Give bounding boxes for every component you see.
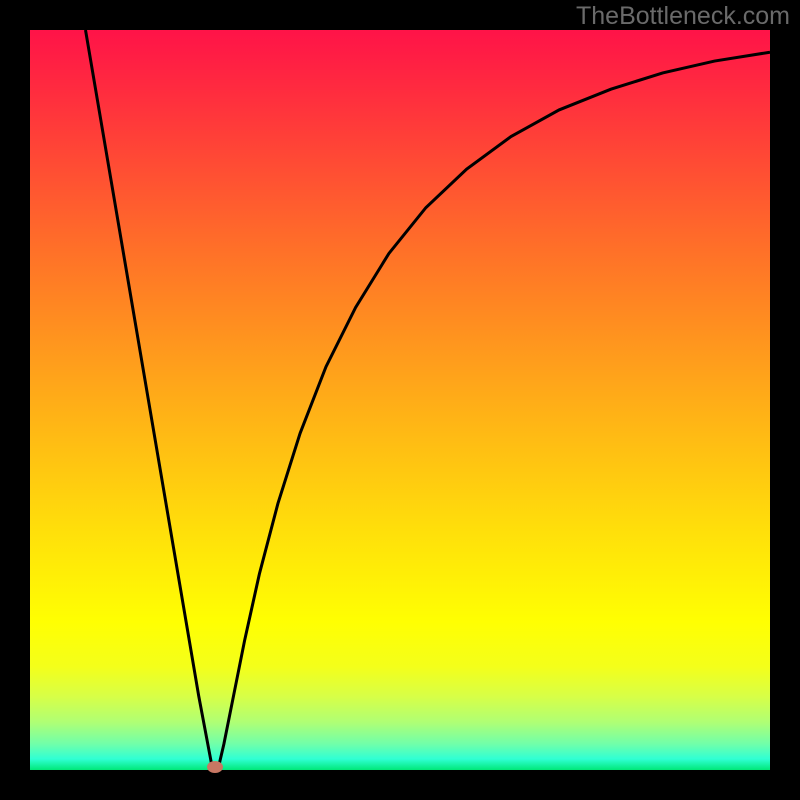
bottleneck-curve xyxy=(86,30,771,770)
watermark-text: TheBottleneck.com xyxy=(576,2,790,31)
plot-area xyxy=(30,30,770,770)
gradient-and-curve xyxy=(30,30,770,770)
chart-stage: TheBottleneck.com xyxy=(0,0,800,800)
minimum-marker xyxy=(207,761,223,773)
